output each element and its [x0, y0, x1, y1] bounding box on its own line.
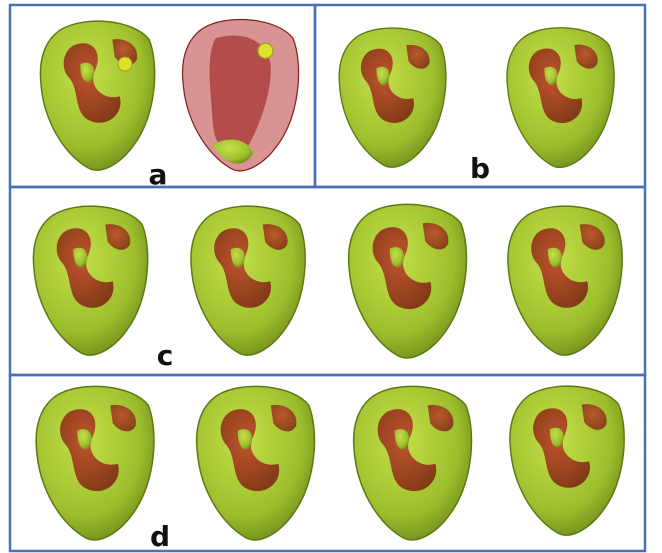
heart-render	[509, 385, 626, 536]
panel-d-frame	[8, 373, 647, 553]
heart-render	[352, 385, 473, 541]
panel-label: b	[470, 152, 490, 185]
heart-render	[506, 27, 615, 169]
heart-render	[181, 18, 300, 172]
heart-render	[39, 20, 156, 171]
panel-label: a	[149, 158, 168, 191]
heart-render	[32, 205, 149, 356]
heart-render	[195, 385, 316, 541]
heart-render	[338, 27, 447, 168]
heart-render	[190, 205, 307, 356]
panel-label: c	[157, 339, 174, 372]
heart-render	[35, 385, 155, 541]
panel-label: d	[150, 520, 170, 553]
marker	[117, 56, 133, 72]
heart-render	[347, 203, 468, 359]
heart-render	[507, 205, 624, 356]
